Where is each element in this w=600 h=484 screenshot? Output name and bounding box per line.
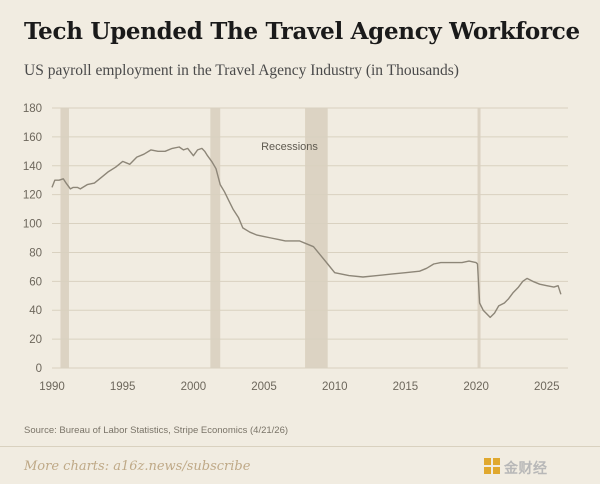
line-chart: 0 20 40 60 80 100 120 140 160 180 1990 1995 2000 2005… — [23, 103, 568, 393]
y-tick-label-80: 80 — [29, 247, 42, 259]
x-tick-label-1990: 1990 — [39, 381, 65, 393]
x-tick-label-2010: 2010 — [322, 381, 348, 393]
series-line-0 — [51, 146, 562, 319]
y-tick-label-160: 160 — [23, 132, 42, 144]
x-tick-label-2000: 2000 — [181, 381, 207, 393]
recessions-label: Recessions — [261, 141, 318, 153]
recession-band-3 — [477, 108, 481, 368]
y-tick-label-180: 180 — [23, 103, 42, 115]
footer-divider — [0, 446, 600, 447]
y-tick-label-0: 0 — [36, 363, 42, 375]
y-tick-label-140: 140 — [23, 161, 42, 173]
x-tick-label-2025: 2025 — [534, 381, 560, 393]
chart-subtitle: US payroll employment in the Travel Agen… — [24, 62, 459, 79]
recession-band-1 — [210, 108, 221, 368]
x-tick-label-2015: 2015 — [393, 381, 419, 393]
cube-logo-icon — [484, 458, 500, 474]
x-tick-label-1995: 1995 — [110, 381, 136, 393]
footer-subscribe-link[interactable]: More charts: a16z.news/subscribe — [24, 459, 251, 474]
x-tick-label-2020: 2020 — [463, 381, 489, 393]
recession-band-2 — [305, 108, 328, 368]
y-tick-label-100: 100 — [23, 219, 42, 231]
watermark: 金财经 — [504, 460, 548, 476]
y-tick-label-20: 20 — [29, 334, 42, 346]
chart-title: Tech Upended The Travel Agency Workforce — [24, 18, 580, 45]
recession-band-0 — [60, 108, 69, 368]
y-tick-label-40: 40 — [29, 305, 42, 317]
source-note: Source: Bureau of Labor Statistics, Stri… — [24, 425, 289, 436]
x-tick-label-2005: 2005 — [251, 381, 277, 393]
y-tick-label-120: 120 — [23, 190, 42, 202]
y-tick-label-60: 60 — [29, 276, 42, 288]
